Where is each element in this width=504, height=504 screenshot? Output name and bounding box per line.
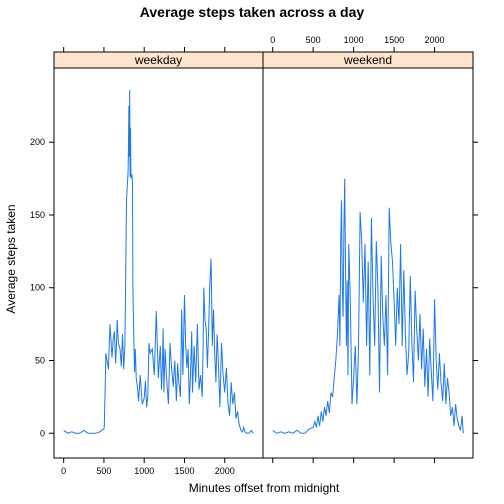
strip-label-weekday: weekday bbox=[134, 53, 182, 67]
x-tick-label-bottom: 500 bbox=[96, 466, 111, 476]
strip-label-weekend: weekend bbox=[343, 53, 392, 67]
x-tick-label-top: 1500 bbox=[384, 35, 404, 45]
y-tick-label: 150 bbox=[30, 210, 45, 220]
x-tick-label-bottom: 0 bbox=[61, 466, 66, 476]
x-tick-label-top: 1000 bbox=[344, 35, 364, 45]
series-line-weekend bbox=[272, 178, 464, 434]
chart-title: Average steps taken across a day bbox=[140, 4, 365, 20]
panel-frame-weekday bbox=[53, 67, 264, 459]
x-tick-label-top: 0 bbox=[270, 35, 275, 45]
x-axis-label: Minutes offset from midnight bbox=[189, 481, 340, 495]
y-tick-label: 100 bbox=[30, 283, 45, 293]
x-tick-label-bottom: 1500 bbox=[174, 466, 194, 476]
series-line-weekday bbox=[63, 89, 254, 434]
panel-frame-weekend bbox=[262, 67, 474, 459]
x-tick-label-top: 500 bbox=[306, 35, 321, 45]
x-tick-label-bottom: 2000 bbox=[215, 466, 235, 476]
y-tick-label: 50 bbox=[35, 356, 45, 366]
x-tick-label-top: 2000 bbox=[425, 35, 445, 45]
y-tick-label: 200 bbox=[30, 137, 45, 147]
y-axis-label: Average steps taken bbox=[4, 204, 18, 313]
y-tick-label: 0 bbox=[40, 428, 45, 438]
x-tick-label-bottom: 1000 bbox=[134, 466, 154, 476]
